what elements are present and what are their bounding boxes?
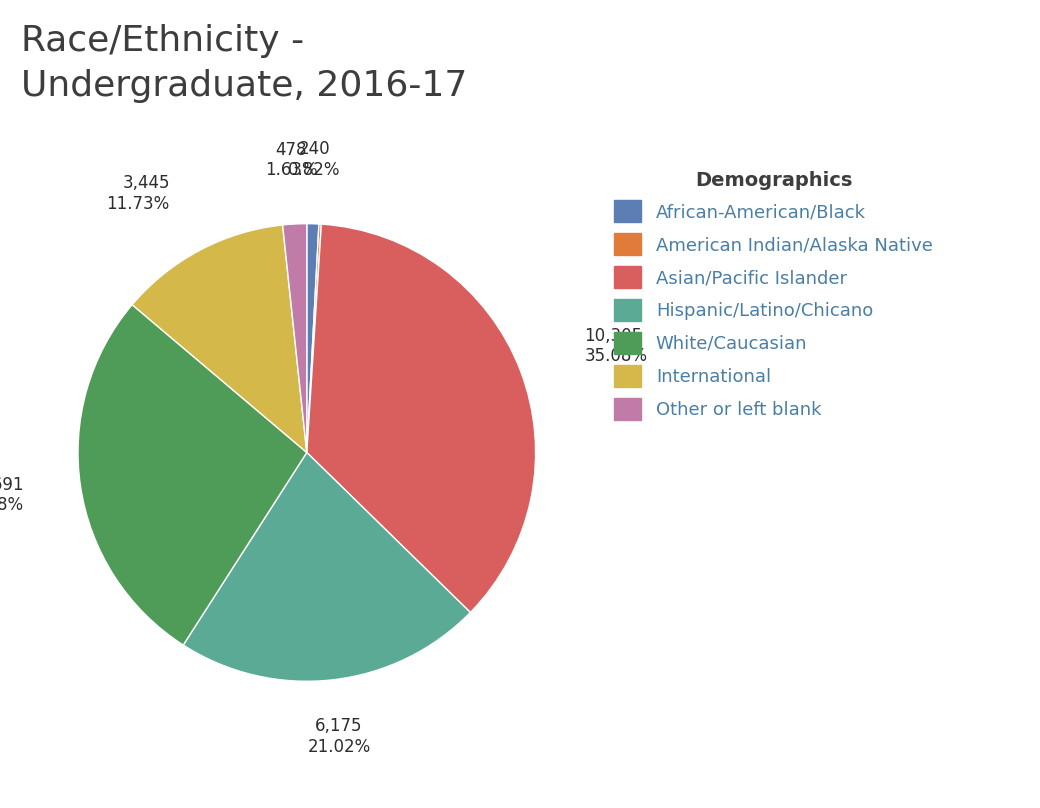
- Wedge shape: [307, 224, 536, 612]
- Wedge shape: [183, 452, 470, 681]
- Legend: African-American/Black, American Indian/Alaska Native, Asian/Pacific Islander, H: African-American/Black, American Indian/…: [615, 170, 933, 419]
- Wedge shape: [78, 305, 307, 645]
- Text: 7,691
26.18%: 7,691 26.18%: [0, 476, 24, 515]
- Text: Race/Ethnicity -
Undergraduate, 2016-17: Race/Ethnicity - Undergraduate, 2016-17: [21, 24, 467, 103]
- Wedge shape: [283, 224, 307, 452]
- Wedge shape: [132, 225, 307, 452]
- Text: 240
0.82%: 240 0.82%: [288, 141, 341, 179]
- Text: 3,445
11.73%: 3,445 11.73%: [106, 175, 170, 213]
- Text: 6,175
21.02%: 6,175 21.02%: [308, 718, 370, 756]
- Text: 10,305
35.08%: 10,305 35.08%: [584, 326, 648, 365]
- Wedge shape: [307, 224, 321, 452]
- Text: 478
1.63%: 478 1.63%: [265, 141, 317, 179]
- Wedge shape: [307, 224, 319, 452]
